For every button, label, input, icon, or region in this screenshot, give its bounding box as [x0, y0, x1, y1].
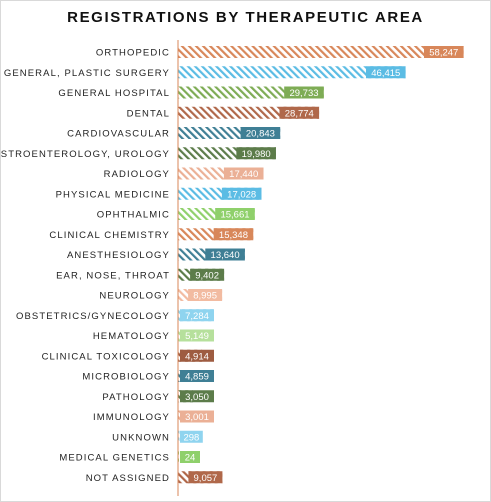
bar: [178, 430, 180, 443]
value-label: 4,859: [185, 372, 209, 383]
category-label: CARDIOVASCULAR: [67, 129, 170, 140]
category-label: PATHOLOGY: [102, 392, 170, 403]
category-label: MICROBIOLOGY: [82, 372, 170, 383]
category-label: MEDICAL GENETICS: [59, 453, 170, 464]
value-label: 15,348: [219, 230, 248, 241]
value-label: 17,440: [229, 169, 258, 180]
category-label: ORTHOPEDIC: [96, 48, 170, 59]
value-label: 3,050: [185, 392, 209, 403]
value-box: [180, 329, 214, 342]
category-label: NOT ASSIGNED: [86, 473, 170, 484]
category-label: GASTROENTEROLOGY, UROLOGY: [0, 149, 170, 160]
value-box: [205, 248, 245, 261]
value-box: [180, 349, 214, 362]
value-box: [223, 167, 264, 180]
category-label: ANESTHESIOLOGY: [67, 250, 170, 261]
value-label: 5,149: [185, 331, 209, 342]
category-label: OBSTETRICS/GYNECOLOGY: [16, 311, 170, 322]
value-box: [180, 309, 214, 322]
category-label: NEUROLOGY: [99, 291, 170, 302]
value-box: [236, 147, 276, 160]
category-label: HEMATOLOGY: [93, 331, 170, 342]
value-label: 28,774: [285, 108, 314, 119]
value-label: 13,640: [211, 250, 240, 261]
category-label: GENERAL HOSPITAL: [58, 88, 170, 99]
value-label: 20,843: [246, 129, 275, 140]
value-box: [423, 46, 464, 58]
value-box: [190, 268, 225, 281]
value-box: [180, 390, 214, 403]
value-box: [215, 208, 255, 220]
value-label: 9,402: [195, 270, 219, 281]
value-label: 4,914: [185, 351, 209, 362]
bar: [178, 66, 406, 79]
value-label: 8,995: [193, 291, 217, 302]
bar: [178, 46, 464, 58]
category-label: CLINICAL CHEMISTRY: [49, 230, 170, 241]
chart-title: REGISTRATIONS BY THERAPEUTIC AREA: [67, 9, 424, 26]
category-label: RADIOLOGY: [104, 169, 170, 180]
value-label: 58,247: [429, 48, 458, 59]
value-box: [284, 86, 324, 99]
category-label: DENTAL: [127, 108, 170, 119]
value-label: 19,980: [242, 149, 271, 160]
category-label: GENERAL, PLASTIC SURGERY: [4, 68, 170, 79]
value-box: [279, 106, 320, 119]
value-box: [188, 471, 223, 484]
value-label: 298: [183, 432, 199, 443]
category-label: CLINICAL TOXICOLOGY: [42, 351, 170, 362]
category-label: UNKNOWN: [112, 432, 170, 443]
value-label: 3,001: [185, 412, 209, 423]
value-label: 7,284: [185, 311, 209, 322]
value-label: 46,415: [371, 68, 400, 79]
value-label: 15,661: [220, 210, 249, 221]
category-label: IMMUNOLOGY: [93, 412, 170, 423]
value-label: 29,733: [289, 88, 318, 99]
category-label: OPHTHALMIC: [97, 210, 170, 221]
value-box: [180, 430, 203, 443]
value-label: 9,057: [194, 473, 218, 484]
value-label: 24: [185, 453, 196, 464]
value-box: [180, 410, 214, 423]
value-box: [180, 370, 214, 382]
value-label: 17,028: [227, 189, 256, 200]
category-label: PHYSICAL MEDICINE: [56, 189, 170, 200]
value-box: [188, 289, 223, 301]
value-box: [240, 127, 281, 139]
value-box: [213, 228, 254, 241]
value-box: [221, 187, 262, 200]
value-box: [180, 451, 200, 463]
category-label: EAR, NOSE, THROAT: [56, 270, 170, 281]
value-box: [365, 66, 406, 79]
